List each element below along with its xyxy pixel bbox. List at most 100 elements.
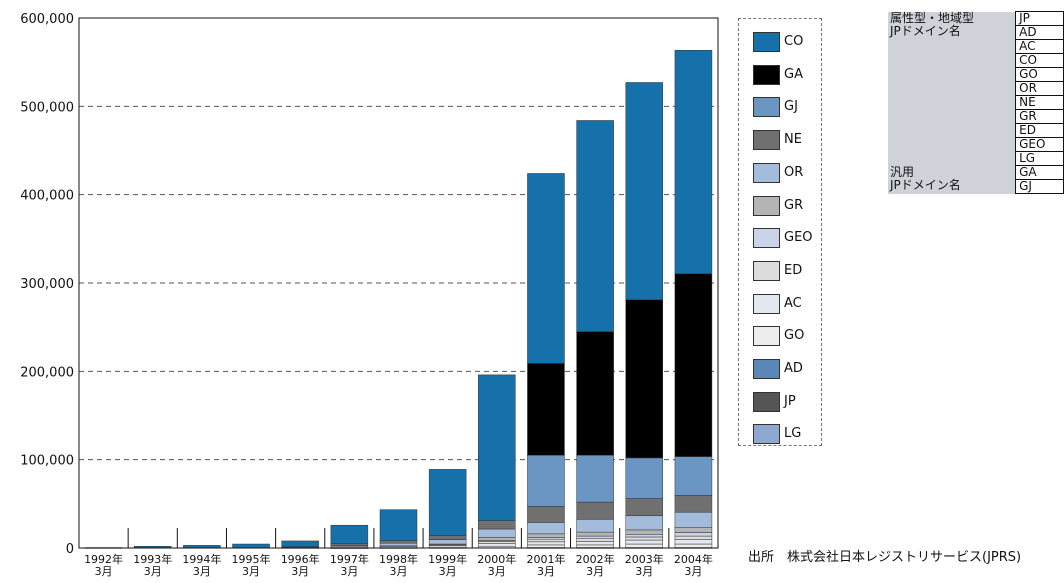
x-tick-label: 1997年 (330, 552, 369, 566)
legend-swatch (753, 391, 780, 412)
category-label: 属性型・地域型 JPドメイン名 (888, 10, 1016, 166)
bar-segment-ed (478, 541, 516, 544)
bar-segment-or (527, 522, 565, 535)
bar-segment-ed (576, 538, 614, 542)
domain-category-table: 属性型・地域型 JPドメイン名 JP AD AC CO GO OR NE GR ED GEO LG 汎用 J… (888, 11, 1064, 194)
bar-segment-co (478, 374, 516, 521)
domain-code-cell: GR (1015, 109, 1064, 124)
bar-segment-ac (527, 541, 565, 546)
bar-segment-gj (674, 456, 713, 496)
legend-label: GJ (784, 99, 798, 115)
bar-segment-or (428, 539, 467, 545)
legend-label: OR (784, 164, 804, 180)
bar-segment-ne (478, 520, 516, 530)
category-label-line: JPドメイン名 (890, 177, 961, 192)
bar-segment-ed (527, 538, 565, 543)
bar-segment-ne (576, 501, 614, 520)
bar-segment-or (478, 528, 516, 538)
x-tick-label: 1992年 (84, 552, 123, 566)
bar-segment-go (527, 544, 565, 548)
legend-swatch (753, 293, 780, 314)
bar-segment-ga (576, 331, 614, 456)
x-tick-label: 3月 (291, 565, 309, 578)
x-tick-label: 1994年 (182, 552, 221, 566)
legend: CO GA GJ NE OR GR GEO ED AC GO AD JP LG (738, 18, 822, 446)
x-tick-label: 3月 (390, 565, 408, 578)
legend-swatch (753, 195, 780, 216)
legend-swatch (753, 130, 780, 151)
bar-segment-ed (674, 535, 713, 540)
bar-segment-go (576, 544, 614, 548)
bar-segment-ne (527, 506, 565, 523)
domain-code-cell: OR (1015, 81, 1064, 96)
x-tick-label: 3月 (242, 565, 260, 578)
legend-label: GR (784, 197, 804, 213)
domain-code-cell: ED (1015, 123, 1064, 138)
bar-segment-co (330, 524, 369, 545)
x-tick-label: 2002年 (576, 552, 615, 566)
legend-swatch (753, 359, 780, 379)
domain-code-cell: CO (1015, 53, 1064, 68)
bar-segment-ac (478, 543, 516, 547)
bar-segment-go (625, 543, 664, 548)
table-row: GEO (888, 137, 1064, 152)
plot-frame (78, 17, 719, 549)
domain-code-cell: GEO (1015, 137, 1064, 152)
legend-label: LG (784, 426, 802, 442)
bar-segment-co (281, 540, 319, 547)
bar-segment-ac (576, 541, 614, 546)
bar-segment-geo (625, 534, 664, 538)
x-tick-label: 3月 (684, 565, 702, 578)
legend-label: GEO (784, 230, 813, 246)
bars (84, 49, 713, 549)
table-row: 汎用 JPドメイン名 GA (888, 165, 1064, 194)
legend-label: AC (784, 295, 802, 311)
domain-code-cell: NE (1015, 95, 1064, 110)
legend-swatch (753, 32, 780, 52)
legend-label: ED (784, 262, 803, 278)
source-note: 出所 株式会社日本レジストリサービス(JPRS) (748, 550, 1022, 565)
x-tick-label: 1998年 (379, 552, 418, 566)
table-row: LG (888, 151, 1064, 166)
category-label: 汎用 JPドメイン名 (888, 164, 1016, 194)
domain-code-cell: LG (1015, 151, 1064, 166)
bar-segment-co (674, 49, 713, 274)
bar-segment-co (576, 120, 614, 332)
y-tick-label: 600,000 (20, 12, 74, 27)
bar-segment-or (674, 511, 713, 528)
legend-swatch (753, 228, 780, 249)
bar-segment-ac (625, 539, 664, 545)
bar-segment-go (674, 543, 713, 548)
bar-segment-or (576, 519, 614, 533)
bar-segment-ac (674, 539, 713, 545)
bar-segment-gr (625, 529, 664, 535)
legend-swatch (753, 97, 780, 118)
bar-segment-geo (674, 532, 713, 537)
bar-segment-gr (527, 533, 565, 538)
y-tick-label: 100,000 (20, 454, 74, 469)
domain-code-cell: GJ (1015, 179, 1064, 194)
y-tick-label: 300,000 (20, 277, 74, 292)
y-tick-label: 500,000 (20, 100, 74, 115)
domain-code-cell: GO (1015, 67, 1064, 82)
category-label-line: 属性型・地域型 (890, 10, 975, 25)
y-tick-label: 200,000 (20, 365, 74, 380)
x-tick-label: 3月 (635, 565, 653, 578)
bar-segment-gj (527, 455, 565, 507)
bar-segment-ga (674, 273, 713, 457)
category-label-line: 汎用 (890, 164, 915, 179)
x-tick-label: 3月 (144, 565, 162, 578)
domain-code-cell: AC (1015, 39, 1064, 54)
x-tick-label: 1995年 (232, 552, 271, 566)
legend-label: GO (784, 328, 805, 344)
bar-segment-gj (625, 457, 664, 499)
bar-segment-gj (576, 455, 614, 503)
x-tick-label: 3月 (488, 565, 506, 578)
bar-segment-gr (674, 527, 713, 533)
x-tick-label: 1999年 (428, 552, 467, 566)
table-row: AC (888, 39, 1064, 54)
x-tick-label: 2001年 (526, 552, 565, 566)
bar-segment-ga (625, 299, 664, 459)
table-row: CO (888, 53, 1064, 68)
table-row: 属性型・地域型 JPドメイン名 JP (888, 11, 1064, 166)
